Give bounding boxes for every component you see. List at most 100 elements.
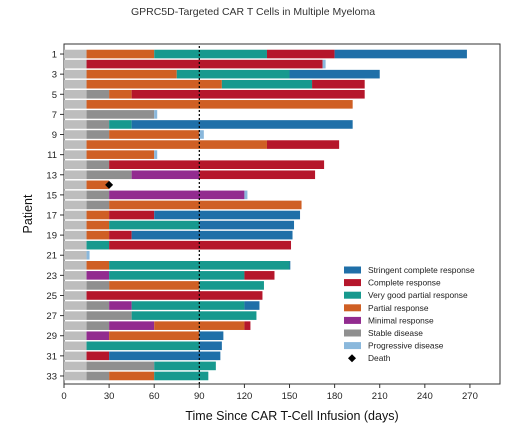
legend-label-pr: Partial response — [368, 303, 429, 313]
bar-segment-vgpr — [109, 220, 200, 230]
bar-segment-pre — [64, 140, 87, 149]
legend-label-death: Death — [368, 353, 391, 363]
bar-segment-vgpr — [109, 271, 245, 280]
legend-swatch-sd — [344, 329, 361, 337]
bar-segment-mr — [86, 331, 110, 341]
bar-segment-sd — [86, 361, 155, 371]
bar-segment-pr — [86, 140, 267, 149]
bar-segment-pre — [64, 341, 87, 351]
bar-segment-cr — [109, 240, 292, 250]
bar-segment-pd — [86, 250, 90, 260]
bar-segment-scr — [199, 331, 224, 341]
bar-segment-pre — [64, 110, 87, 119]
y-tick-label: 7 — [52, 110, 57, 121]
bar-segment-sd — [86, 281, 110, 290]
bar-segment-vgpr — [176, 69, 290, 79]
x-tick-label: 30 — [104, 391, 115, 402]
y-tick-label: 27 — [46, 311, 57, 322]
x-tick-label: 90 — [194, 391, 205, 402]
bar-segment-cr — [266, 49, 335, 59]
bar-segment-sd — [86, 311, 132, 320]
x-tick-label: 240 — [417, 391, 433, 402]
bar-segment-cr — [244, 271, 275, 280]
bar-segment-pd — [154, 110, 158, 119]
bar-segment-vgpr — [131, 311, 257, 320]
legend-label-cr: Complete response — [368, 278, 441, 288]
bar-segment-pre — [64, 240, 87, 250]
bar-segment-cr — [86, 59, 323, 69]
bar-segment-sd — [86, 321, 110, 330]
bar-segment-pre — [64, 150, 87, 159]
bar-segment-scr — [154, 210, 301, 220]
bar-segment-scr — [199, 341, 222, 351]
y-tick-label: 11 — [47, 150, 57, 161]
bar-segment-vgpr — [131, 301, 245, 310]
y-tick-label: 33 — [46, 371, 57, 382]
legend-swatch-pr — [344, 304, 361, 312]
bar-segment-sd — [86, 89, 110, 99]
legend-swatch-vgpr — [344, 291, 361, 299]
bar-segment-pre — [64, 230, 87, 240]
legend-swatch-scr — [344, 266, 361, 274]
bar-segment-mr — [109, 301, 132, 310]
bar-segment-pd — [322, 59, 326, 69]
y-tick-label: 3 — [52, 70, 57, 81]
bar-segment-mr — [109, 190, 245, 200]
bar-segment-pre — [64, 160, 87, 169]
legend-swatch-cr — [344, 279, 361, 287]
bar-segment-pr — [86, 69, 177, 79]
bar-segment-cr — [109, 160, 325, 169]
bar-segment-pr — [86, 210, 110, 220]
y-tick-label: 9 — [52, 130, 57, 141]
y-tick-label: 23 — [46, 271, 57, 282]
bar-segment-pre — [64, 361, 87, 371]
bar-segment-pre — [64, 321, 87, 330]
x-tick-label: 0 — [61, 391, 66, 402]
legend-swatch-mr — [344, 316, 361, 324]
bar-segment-pre — [64, 120, 87, 129]
bar-segment-vgpr — [199, 281, 264, 290]
bar-segment-scr — [244, 301, 260, 310]
bar-segment-cr — [199, 170, 316, 180]
bar-segment-pr — [109, 130, 200, 139]
legend-label-pd: Progressive disease — [368, 341, 444, 351]
bar-segment-cr — [312, 79, 365, 89]
bar-segment-pr — [86, 261, 110, 270]
x-tick-label: 150 — [282, 391, 298, 402]
legend-label-scr: Stringent complete response — [368, 265, 475, 275]
bar-segment-pr — [154, 321, 245, 330]
bar-segment-cr — [244, 321, 251, 330]
bar-segment-pd — [154, 150, 158, 159]
y-tick-label: 13 — [46, 170, 57, 181]
bar-segment-pre — [64, 180, 87, 190]
x-tick-label: 60 — [149, 391, 160, 402]
bar-segment-cr — [266, 140, 340, 149]
bar-segment-pre — [64, 301, 87, 310]
bar-segment-vgpr — [109, 261, 290, 270]
bar-segment-scr — [289, 261, 291, 270]
bar-segment-vgpr — [86, 341, 200, 351]
bar-segment-scr — [131, 230, 293, 240]
x-tick-label: 210 — [372, 391, 388, 402]
bar-segment-pre — [64, 271, 87, 280]
bar-segment-pre — [64, 311, 87, 320]
bar-segment-vgpr — [154, 361, 216, 371]
bar-segment-cr — [109, 210, 155, 220]
bar-segment-scr — [109, 351, 221, 361]
bar-segment-pr — [86, 79, 222, 89]
bar-segment-pr — [109, 200, 302, 210]
bar-segment-pre — [64, 281, 87, 290]
y-tick-label: 31 — [46, 351, 57, 362]
bar-segment-pr — [86, 150, 155, 159]
bar-segment-mr — [131, 170, 200, 180]
bar-segment-sd — [86, 110, 155, 119]
bar-segment-pre — [64, 331, 87, 341]
bar-segment-pre — [64, 351, 87, 361]
y-tick-label: 5 — [52, 90, 57, 101]
bar-segment-pr — [109, 281, 200, 290]
bar-segment-sd — [86, 120, 110, 129]
x-tick-label: 270 — [462, 391, 478, 402]
y-axis-label: Patient — [21, 194, 35, 233]
bar-segment-scr — [199, 220, 295, 230]
